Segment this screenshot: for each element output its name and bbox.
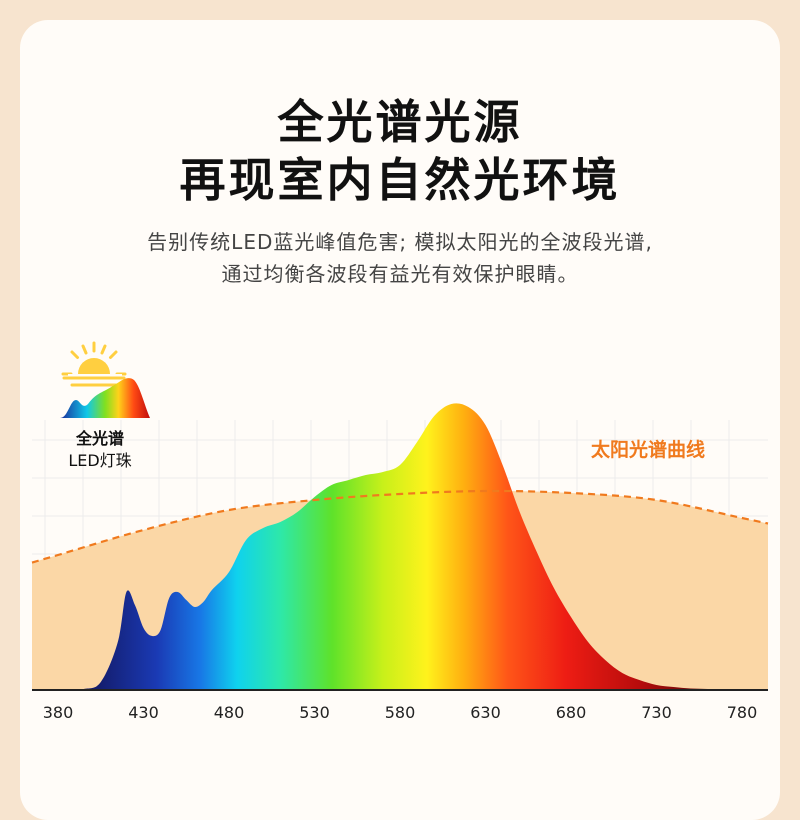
spectrum-chart: 380 430 480 530 580 630 680 730 780 太阳光谱曲线 全光谱 L… — [31, 341, 769, 722]
badge-line2: LED灯珠 — [68, 451, 131, 470]
badge-line1: 全光谱 — [75, 429, 124, 448]
page-title-line2: 再现室内自然光环境 — [179, 153, 621, 207]
subtitle-line1: 告别传统LED蓝光峰值危害; 模拟太阳光的全波段光谱, — [147, 230, 653, 254]
x-tick-label: 780 — [727, 703, 758, 722]
page-title-line1: 全光谱光源 — [277, 95, 523, 149]
subtitle-line2: 通过均衡各波段有益光有效保护眼睛。 — [221, 262, 579, 286]
x-tick-label: 380 — [43, 703, 74, 722]
led-badge: 全光谱 LED灯珠 — [60, 341, 150, 470]
led-spectrum-area — [32, 403, 768, 690]
x-tick-label: 480 — [214, 703, 245, 722]
mini-spectrum-icon — [60, 378, 150, 418]
x-tick-label: 580 — [385, 703, 416, 722]
x-tick-label: 430 — [128, 703, 159, 722]
sun-spectrum-curve — [31, 489, 769, 564]
x-tick-label: 680 — [556, 703, 587, 722]
x-axis-ticks: 380 430 480 530 580 630 680 730 780 — [43, 703, 758, 722]
sun-curve-label: 太阳光谱曲线 — [591, 438, 705, 461]
x-tick-label: 730 — [641, 703, 672, 722]
x-tick-label: 530 — [299, 703, 330, 722]
x-tick-label: 630 — [470, 703, 501, 722]
